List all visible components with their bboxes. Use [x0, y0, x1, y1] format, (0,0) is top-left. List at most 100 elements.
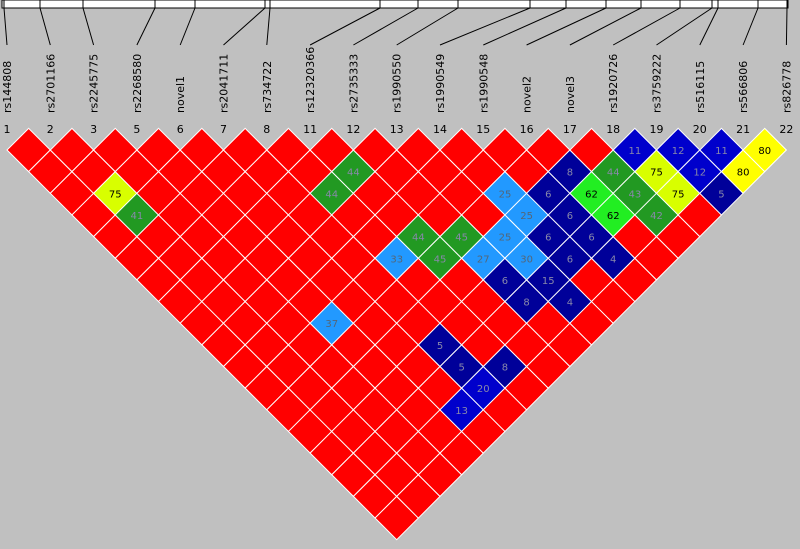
marker-name-label: rs3759222 — [651, 54, 664, 113]
ruler-connector — [39, 7, 51, 46]
ld-cell-value: 43 — [628, 189, 641, 200]
ruler-connector — [353, 7, 419, 46]
marker-index-label: 16 — [520, 123, 534, 136]
marker-index-label: 19 — [650, 123, 664, 136]
marker-names: rs144808 rs2701166 rs2245775 rs2268580 novel… — [1, 47, 793, 113]
ld-cell-value: 37 — [325, 319, 338, 330]
marker-name-label: rs144808 — [1, 61, 14, 113]
marker-index-label: 21 — [736, 123, 750, 136]
ld-cell-value: 6 — [545, 189, 551, 200]
marker-name-label: novel3 — [564, 76, 577, 113]
ruler-connector — [526, 7, 607, 46]
ruler-connector — [82, 7, 95, 46]
ld-cell-value: 8 — [523, 298, 529, 309]
ld-cell-value: 8 — [567, 168, 573, 179]
ruler-connector — [309, 7, 381, 46]
ruler-connector — [612, 7, 681, 46]
marker-position-ruler — [1, 0, 789, 46]
ld-cell-value: 45 — [455, 233, 468, 244]
marker-indices: 1 2 3 5 6 7 8 11 12 13 14 15 16 17 18 19 20 21 22 — [4, 123, 794, 136]
ld-cell-value: 25 — [499, 233, 512, 244]
ld-cell-value: 6 — [567, 254, 573, 265]
marker-index-label: 17 — [563, 123, 577, 136]
marker-index-label: 20 — [693, 123, 707, 136]
marker-name-label: rs1920726 — [607, 54, 620, 113]
ld-cell-value: 80 — [758, 146, 771, 157]
ld-cell-value: 5 — [437, 341, 443, 352]
ld-cell-value: 62 — [607, 211, 620, 222]
ruler-bar — [1, 0, 789, 9]
marker-index-label: 3 — [90, 123, 97, 136]
ld-cell-value: 45 — [434, 254, 447, 265]
ruler-connector — [136, 7, 156, 46]
ruler-connector — [699, 7, 719, 46]
marker-name-label: rs734722 — [261, 61, 274, 113]
ld-cell-value: 8 — [502, 363, 508, 374]
ld-cell-value: 62 — [585, 189, 598, 200]
ld-cell-value: 75 — [109, 189, 122, 200]
marker-name-label: rs826778 — [780, 61, 793, 113]
ld-cell-value: 6 — [567, 211, 573, 222]
ld-cell-value: 6 — [588, 233, 594, 244]
marker-name-label: rs2701166 — [44, 54, 57, 113]
marker-index-label: 15 — [476, 123, 490, 136]
ld-cell-value: 4 — [610, 254, 616, 265]
marker-index-label: 12 — [346, 123, 360, 136]
ruler-connector — [223, 7, 266, 46]
ld-cell-value: 25 — [520, 211, 533, 222]
marker-name-label: novel2 — [521, 76, 534, 113]
marker-name-label: rs1990550 — [391, 54, 404, 113]
ld-cell-value: 12 — [693, 168, 706, 179]
ld-cell — [742, 127, 788, 173]
ld-cell-value: 12 — [672, 146, 685, 157]
marker-name-label: rs1990549 — [434, 54, 447, 113]
ld-cell-value: 15 — [542, 276, 555, 287]
marker-index-label: 6 — [177, 123, 184, 136]
ld-cell-value: 80 — [737, 168, 750, 179]
marker-index-label: 14 — [433, 123, 447, 136]
marker-index-label: 7 — [220, 123, 227, 136]
ld-cell-value: 27 — [477, 254, 490, 265]
marker-index-label: 22 — [779, 123, 793, 136]
ld-cell-value: 44 — [325, 189, 338, 200]
ld-cell-value: 75 — [650, 168, 663, 179]
marker-index-label: 18 — [606, 123, 620, 136]
marker-name-label: rs2268580 — [131, 54, 144, 113]
ruler-connector — [396, 7, 459, 46]
ld-cell-value: 5 — [718, 189, 724, 200]
ld-cell-value: 4 — [567, 298, 573, 309]
ld-cell-value: 75 — [672, 189, 685, 200]
ld-cell-value: 11 — [628, 146, 641, 157]
ld-cell-value: 11 — [715, 146, 728, 157]
marker-name-label: rs2735333 — [347, 54, 360, 113]
ld-cell-value: 13 — [455, 406, 468, 417]
ld-cell-value: 44 — [412, 233, 425, 244]
ruler-connector — [785, 7, 788, 46]
ld-cell-value: 44 — [347, 168, 360, 179]
marker-index-label: 2 — [47, 123, 54, 136]
marker-index-label: 11 — [303, 123, 317, 136]
ld-cell-value: 42 — [650, 211, 663, 222]
marker-index-label: 5 — [133, 123, 140, 136]
marker-name-label: rs566806 — [737, 61, 750, 113]
ld-cell-value: 30 — [520, 254, 533, 265]
ld-cell-value: 6 — [545, 233, 551, 244]
marker-name-label: rs12320366 — [304, 47, 317, 113]
ruler-connector — [656, 7, 713, 46]
marker-name-label: rs1990548 — [477, 54, 490, 113]
ruler-connector — [742, 7, 759, 46]
ruler-connector — [3, 7, 8, 46]
ruler-connector — [439, 7, 531, 46]
ruler-connector — [483, 7, 567, 46]
ld-cell-value: 6 — [502, 276, 508, 287]
ruler-connector — [179, 7, 196, 46]
marker-name-label: rs2245775 — [88, 54, 101, 113]
ruler-connector — [266, 7, 271, 46]
ld-cell-value: 41 — [131, 211, 144, 222]
ld-cell-value: 44 — [607, 168, 620, 179]
marker-name-label: rs516115 — [694, 61, 707, 113]
marker-index-label: 1 — [4, 123, 11, 136]
ld-cell-value: 25 — [499, 189, 512, 200]
ld-cells: 7541371355204433844444545276825301542525… — [6, 127, 788, 541]
